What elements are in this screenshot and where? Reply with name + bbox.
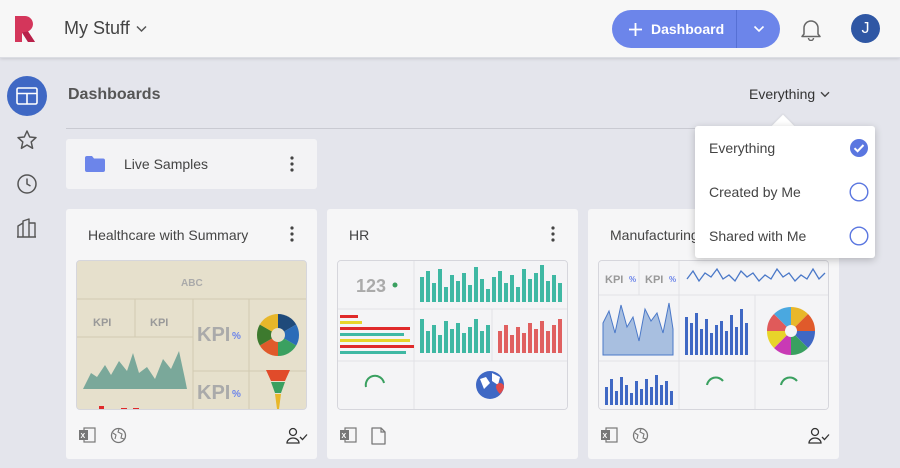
thumb-header-text: ABC	[181, 278, 203, 289]
dashboard-more-button[interactable]	[282, 224, 302, 244]
dashboard-more-button[interactable]	[543, 224, 563, 244]
healthcare-thumbnail-graphic: ABC KPI KPI KPI % KPI %	[77, 261, 306, 409]
top-header: My Stuff Dashboard J	[0, 0, 900, 58]
new-dashboard-dropdown-button[interactable]	[737, 10, 780, 48]
excel-icon[interactable]: X	[339, 427, 357, 443]
thumb-kpi-text: KPI	[93, 317, 111, 329]
plus-icon	[629, 22, 642, 36]
document-icon[interactable]	[371, 427, 386, 445]
filter-option-label: Shared with Me	[709, 228, 807, 244]
globe-icon[interactable]	[110, 427, 127, 444]
radio-unchecked-icon	[849, 226, 869, 246]
hr-thumbnail-graphic: 123	[338, 261, 567, 409]
app-logo-icon[interactable]	[12, 14, 38, 44]
folder-icon	[85, 156, 105, 172]
user-check-icon[interactable]	[808, 427, 830, 444]
thumb-kpi-unit: %	[232, 389, 241, 400]
filter-menu: Everything Created by Me Shared with Me	[695, 126, 875, 258]
page-title: Dashboards	[68, 86, 161, 103]
split-divider	[736, 10, 737, 48]
filter-dropdown[interactable]: Everything	[749, 86, 830, 102]
thumb-kpi-unit: %	[669, 275, 676, 284]
thumb-kpi-unit: %	[629, 275, 636, 284]
more-vertical-icon	[551, 226, 555, 242]
filter-option-label: Everything	[709, 140, 776, 156]
app-title: My Stuff	[64, 18, 130, 38]
dashboard-thumbnail: ABC KPI KPI KPI % KPI %	[76, 260, 307, 410]
svg-text:X: X	[81, 433, 86, 440]
dashboard-card-healthcare[interactable]: Healthcare with Summary ABC KPI KPI KPI …	[66, 209, 317, 459]
svg-text:X: X	[603, 433, 608, 440]
thumb-kpi-text: KPI	[645, 274, 663, 286]
section-divider	[66, 128, 826, 129]
filter-option-created-by-me[interactable]: Created by Me	[695, 170, 875, 214]
nav-favorites[interactable]	[7, 120, 47, 160]
chevron-down-icon	[820, 91, 830, 97]
chevron-down-icon	[753, 25, 764, 33]
excel-icon[interactable]: X	[600, 427, 618, 443]
filter-option-shared-with-me[interactable]: Shared with Me	[695, 214, 875, 258]
nav-dashboards[interactable]	[7, 76, 47, 116]
thumb-kpi-text: KPI	[197, 382, 230, 404]
excel-icon[interactable]: X	[78, 427, 96, 443]
manufacturing-thumbnail-graphic: KPI % KPI %	[599, 261, 828, 409]
folder-name: Live Samples	[124, 156, 209, 172]
folder-more-button[interactable]	[282, 154, 302, 174]
nav-library[interactable]	[7, 208, 47, 248]
filter-option-everything[interactable]: Everything	[695, 126, 875, 170]
dashboard-thumbnail: 123	[337, 260, 568, 410]
thumb-kpi-text: KPI	[150, 317, 168, 329]
user-avatar[interactable]: J	[851, 14, 880, 43]
radio-checked-icon	[850, 139, 868, 157]
thumb-number-text: 123	[356, 276, 386, 296]
filter-label: Everything	[749, 86, 816, 102]
radio-unchecked-icon	[849, 182, 869, 202]
thumb-kpi-unit: %	[232, 331, 241, 342]
dashboard-thumbnail: KPI % KPI %	[598, 260, 829, 410]
chevron-down-icon	[136, 25, 147, 32]
thumb-kpi-text: KPI	[605, 274, 623, 286]
more-vertical-icon	[290, 156, 294, 172]
dashboards-icon	[16, 87, 38, 105]
user-check-icon[interactable]	[286, 427, 308, 444]
globe-icon[interactable]	[632, 427, 649, 444]
more-vertical-icon	[290, 226, 294, 242]
filter-option-label: Created by Me	[709, 184, 801, 200]
dashboard-card-hr[interactable]: HR 123	[327, 209, 578, 459]
dashboard-title: HR	[349, 227, 370, 243]
clock-icon	[17, 174, 37, 194]
notifications-bell-icon[interactable]	[800, 17, 822, 41]
app-title-dropdown[interactable]: My Stuff	[64, 18, 147, 39]
library-icon	[17, 218, 36, 238]
thumb-kpi-text: KPI	[197, 324, 230, 346]
star-icon	[17, 130, 37, 150]
new-dashboard-split-button: Dashboard	[612, 10, 780, 48]
svg-text:X: X	[342, 433, 347, 440]
new-dashboard-button[interactable]: Dashboard	[612, 10, 736, 48]
new-dashboard-label: Dashboard	[651, 21, 725, 37]
dashboard-title: Healthcare with Summary	[88, 227, 249, 243]
nav-recent[interactable]	[7, 164, 47, 204]
folder-card[interactable]: Live Samples	[66, 139, 317, 189]
dashboard-title: Manufacturing	[610, 227, 699, 243]
